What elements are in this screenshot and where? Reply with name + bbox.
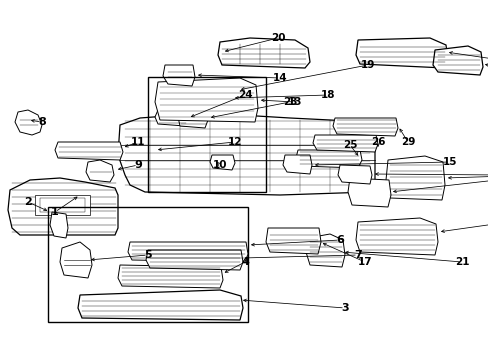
Polygon shape (178, 110, 207, 128)
Text: 17: 17 (357, 257, 371, 267)
Text: 8: 8 (38, 117, 46, 127)
Text: 18: 18 (320, 90, 335, 100)
Bar (148, 77, 265, 192)
Bar (48, 207, 247, 322)
Text: 1: 1 (51, 207, 59, 217)
Polygon shape (312, 135, 377, 152)
Polygon shape (60, 242, 92, 278)
Text: 24: 24 (237, 90, 252, 100)
Polygon shape (305, 234, 345, 267)
Polygon shape (50, 212, 68, 238)
Text: 11: 11 (130, 137, 145, 147)
Text: 13: 13 (287, 97, 302, 107)
Polygon shape (337, 165, 371, 184)
Text: 29: 29 (400, 137, 414, 147)
Polygon shape (163, 65, 195, 86)
Text: 19: 19 (360, 60, 374, 70)
Polygon shape (78, 290, 243, 320)
Text: 26: 26 (370, 137, 385, 147)
Polygon shape (385, 156, 444, 200)
Polygon shape (218, 38, 309, 68)
Polygon shape (184, 86, 231, 110)
Text: 12: 12 (227, 137, 242, 147)
Text: 7: 7 (353, 250, 361, 260)
Polygon shape (355, 38, 447, 68)
Polygon shape (40, 198, 85, 212)
Polygon shape (209, 155, 235, 170)
Text: 25: 25 (342, 140, 357, 150)
Polygon shape (86, 160, 114, 182)
Text: 14: 14 (272, 73, 287, 83)
Text: 21: 21 (454, 257, 468, 267)
Text: 4: 4 (241, 257, 248, 267)
Polygon shape (15, 110, 42, 135)
Text: 9: 9 (134, 160, 142, 170)
Polygon shape (215, 82, 238, 104)
Polygon shape (146, 250, 243, 270)
Text: 23: 23 (282, 97, 297, 107)
Polygon shape (283, 155, 311, 174)
Polygon shape (55, 142, 123, 160)
Polygon shape (8, 178, 118, 235)
Polygon shape (332, 118, 397, 136)
Text: 2: 2 (24, 197, 32, 207)
Polygon shape (265, 228, 320, 254)
Polygon shape (347, 178, 390, 207)
Polygon shape (432, 46, 482, 75)
Text: 20: 20 (270, 33, 285, 43)
Polygon shape (128, 242, 247, 262)
Polygon shape (35, 195, 90, 215)
Polygon shape (155, 110, 187, 126)
Text: 6: 6 (335, 235, 343, 245)
Text: 3: 3 (341, 303, 348, 313)
Text: 10: 10 (212, 160, 227, 170)
Polygon shape (155, 78, 258, 122)
Polygon shape (295, 150, 361, 168)
Text: 5: 5 (144, 250, 151, 260)
Text: 15: 15 (442, 157, 456, 167)
Polygon shape (355, 218, 437, 255)
Polygon shape (118, 265, 223, 288)
Polygon shape (118, 115, 374, 195)
